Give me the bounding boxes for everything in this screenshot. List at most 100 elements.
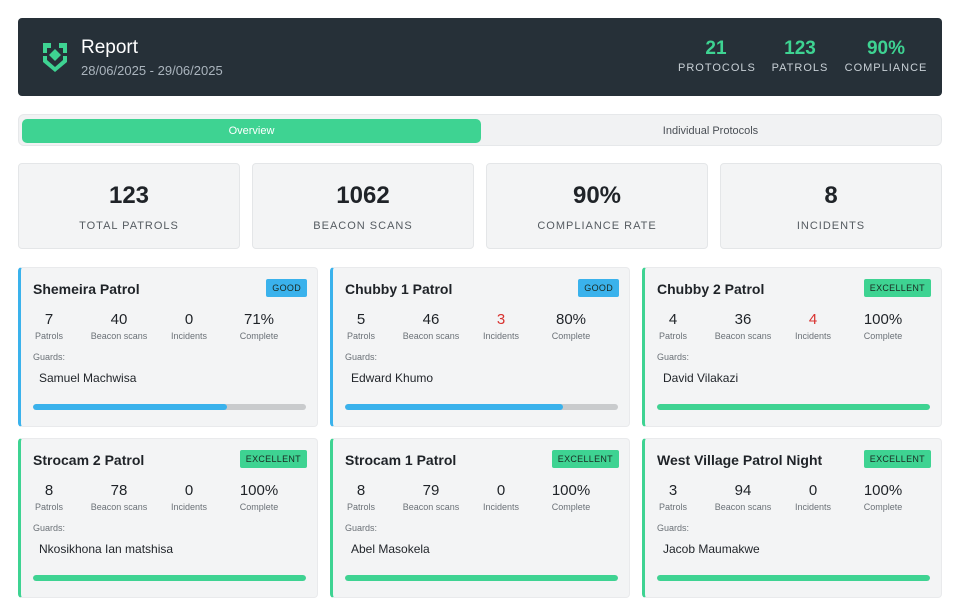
completion-progress-bar (33, 404, 306, 410)
protocol-card[interactable]: Strocam 2 Patrol EXCELLENT 8 Patrols 78 … (18, 438, 318, 598)
guard-name: Samuel Machwisa (39, 371, 137, 385)
protocol-title: Shemeira Patrol (33, 281, 140, 297)
stat-patrols-label: PATROLS (771, 62, 829, 74)
metric-label: Patrols (658, 502, 687, 512)
metric-value: 3 (668, 482, 678, 499)
metric-value: 4 (668, 311, 678, 328)
protocol-title: Chubby 1 Patrol (345, 281, 453, 297)
metric-label: Incidents (794, 502, 832, 512)
summary-label: INCIDENTS (796, 220, 866, 232)
protocol-card[interactable]: Shemeira Patrol GOOD 7 Patrols 40 Beacon… (18, 267, 318, 427)
stat-protocols-label: PROTOCOLS (678, 62, 756, 74)
summary-value: 1062 (336, 182, 390, 209)
metric-label: Beacon scans (714, 502, 772, 512)
metric-incidents: 0 Incidents (465, 482, 537, 512)
tab-overview[interactable]: Overview (22, 119, 481, 143)
metric-beacon-scans: 78 Beacon scans (83, 482, 155, 512)
guard-name: Abel Masokela (351, 542, 430, 556)
metric-value: 94 (734, 482, 752, 499)
summary-value: 90% (572, 182, 622, 209)
completion-progress-bar (345, 404, 618, 410)
protocol-title: Strocam 1 Patrol (345, 452, 457, 468)
metric-value: 0 (184, 482, 194, 499)
metric-label: Patrols (658, 331, 687, 341)
completion-progress-bar (345, 575, 618, 581)
completion-progress-bar (657, 404, 930, 410)
metric-value: 71% (243, 311, 275, 328)
status-badge: EXCELLENT (863, 450, 931, 468)
protocol-title: Chubby 2 Patrol (657, 281, 765, 297)
metric-complete: 100% Complete (223, 482, 295, 512)
guards-label: Guards: (33, 352, 66, 362)
summary-value: 123 (108, 182, 150, 209)
status-badge: EXCELLENT (239, 450, 307, 468)
metric-value: 80% (555, 311, 587, 328)
stat-patrols-value: 123 (784, 38, 816, 59)
completion-progress-bar (657, 575, 930, 581)
metric-label: Complete (551, 331, 591, 341)
summary-total-patrols: 123 TOTAL PATROLS (18, 163, 240, 249)
stat-protocols-value: 21 (705, 38, 727, 59)
protocol-metrics: 3 Patrols 94 Beacon scans 0 Incidents 10… (651, 482, 935, 518)
status-badge: GOOD (578, 279, 619, 297)
metric-beacon-scans: 40 Beacon scans (83, 311, 155, 341)
metric-label: Incidents (482, 502, 520, 512)
metric-patrols: 4 Patrols (637, 311, 709, 341)
metric-incidents: 0 Incidents (777, 482, 849, 512)
metric-label: Complete (239, 502, 279, 512)
protocol-metrics: 7 Patrols 40 Beacon scans 0 Incidents 71… (27, 311, 311, 347)
metric-label: Patrols (346, 502, 375, 512)
status-badge: GOOD (266, 279, 307, 297)
metric-label: Patrols (346, 331, 375, 341)
protocol-card[interactable]: Chubby 2 Patrol EXCELLENT 4 Patrols 36 B… (642, 267, 942, 427)
progress-fill (345, 404, 564, 410)
metric-value: 7 (44, 311, 54, 328)
metric-incidents: 4 Incidents (777, 311, 849, 341)
metric-beacon-scans: 94 Beacon scans (707, 482, 779, 512)
metric-patrols: 3 Patrols (637, 482, 709, 512)
summary-label: BEACON SCANS (313, 220, 413, 232)
metric-complete: 100% Complete (847, 311, 919, 341)
page-title: Report (81, 37, 139, 58)
protocol-card[interactable]: Chubby 1 Patrol GOOD 5 Patrols 46 Beacon… (330, 267, 630, 427)
metric-label: Beacon scans (90, 331, 148, 341)
view-tabs: Overview Individual Protocols (18, 114, 942, 146)
progress-fill (657, 404, 930, 410)
progress-fill (345, 575, 618, 581)
protocol-metrics: 8 Patrols 79 Beacon scans 0 Incidents 10… (339, 482, 623, 518)
metric-incidents: 0 Incidents (153, 311, 225, 341)
guard-name: Edward Khumo (351, 371, 434, 385)
metric-value: 100% (551, 482, 591, 499)
metric-label: Complete (863, 331, 903, 341)
stat-compliance-value: 90% (866, 38, 906, 59)
progress-fill (657, 575, 930, 581)
metric-value: 3 (496, 311, 506, 328)
status-badge: EXCELLENT (863, 279, 931, 297)
date-range: 28/06/2025 - 29/06/2025 (81, 63, 223, 78)
summary-beacon-scans: 1062 BEACON SCANS (252, 163, 474, 249)
metric-patrols: 8 Patrols (13, 482, 85, 512)
metric-value: 0 (496, 482, 506, 499)
metric-beacon-scans: 79 Beacon scans (395, 482, 467, 512)
protocol-card[interactable]: West Village Patrol Night EXCELLENT 3 Pa… (642, 438, 942, 598)
guard-name: Nkosikhona Ian matshisa (39, 542, 174, 556)
metric-patrols: 8 Patrols (325, 482, 397, 512)
metric-value: 100% (863, 482, 903, 499)
metric-label: Complete (551, 502, 591, 512)
metric-patrols: 7 Patrols (13, 311, 85, 341)
summary-label: COMPLIANCE RATE (537, 220, 657, 232)
tab-individual-protocols[interactable]: Individual Protocols (662, 125, 759, 137)
metric-label: Beacon scans (714, 331, 772, 341)
metric-value: 79 (422, 482, 440, 499)
report-header: Report 28/06/2025 - 29/06/2025 21 PROTOC… (18, 18, 942, 96)
guard-name: David Vilakazi (663, 371, 739, 385)
metric-beacon-scans: 36 Beacon scans (707, 311, 779, 341)
summary-incidents: 8 INCIDENTS (720, 163, 942, 249)
protocol-card[interactable]: Strocam 1 Patrol EXCELLENT 8 Patrols 79 … (330, 438, 630, 598)
stat-patrols: 123 PATROLS (768, 38, 832, 74)
summary-value: 8 (824, 182, 838, 209)
status-badge: EXCELLENT (551, 450, 619, 468)
guards-label: Guards: (33, 523, 66, 533)
protocol-metrics: 5 Patrols 46 Beacon scans 3 Incidents 80… (339, 311, 623, 347)
metric-patrols: 5 Patrols (325, 311, 397, 341)
